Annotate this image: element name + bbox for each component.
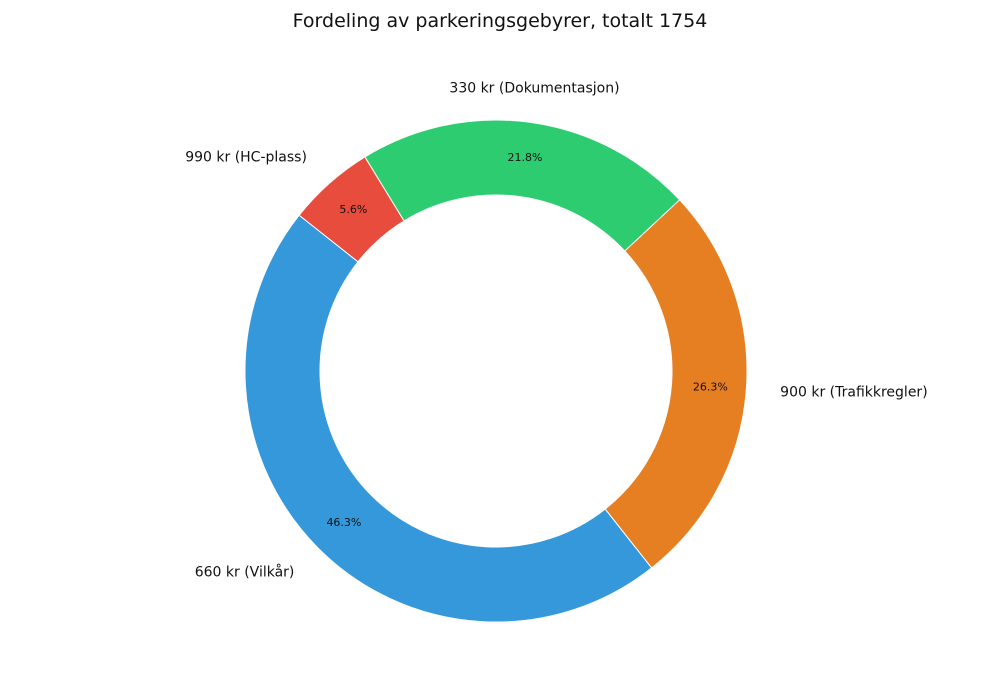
slice-percent-label-2: 5.6% xyxy=(339,203,367,216)
slice-0 xyxy=(604,199,748,569)
slice-label-0: 900 kr (Trafikkregler) xyxy=(780,385,927,401)
slice-percent-label-1: 46.3% xyxy=(326,516,361,529)
slice-3 xyxy=(364,119,681,252)
slice-label-2: 990 kr (HC-plass) xyxy=(185,150,307,166)
slice-label-1: 660 kr (Vilkår) xyxy=(195,563,295,580)
chart-title: Fordeling av parkeringsgebyrer, totalt 1… xyxy=(292,10,708,32)
slice-label-3: 330 kr (Dokumentasjon) xyxy=(449,81,619,97)
slice-percent-label-3: 21.8% xyxy=(508,151,543,164)
slice-percent-label-0: 26.3% xyxy=(693,380,728,393)
slice-1 xyxy=(244,214,653,623)
